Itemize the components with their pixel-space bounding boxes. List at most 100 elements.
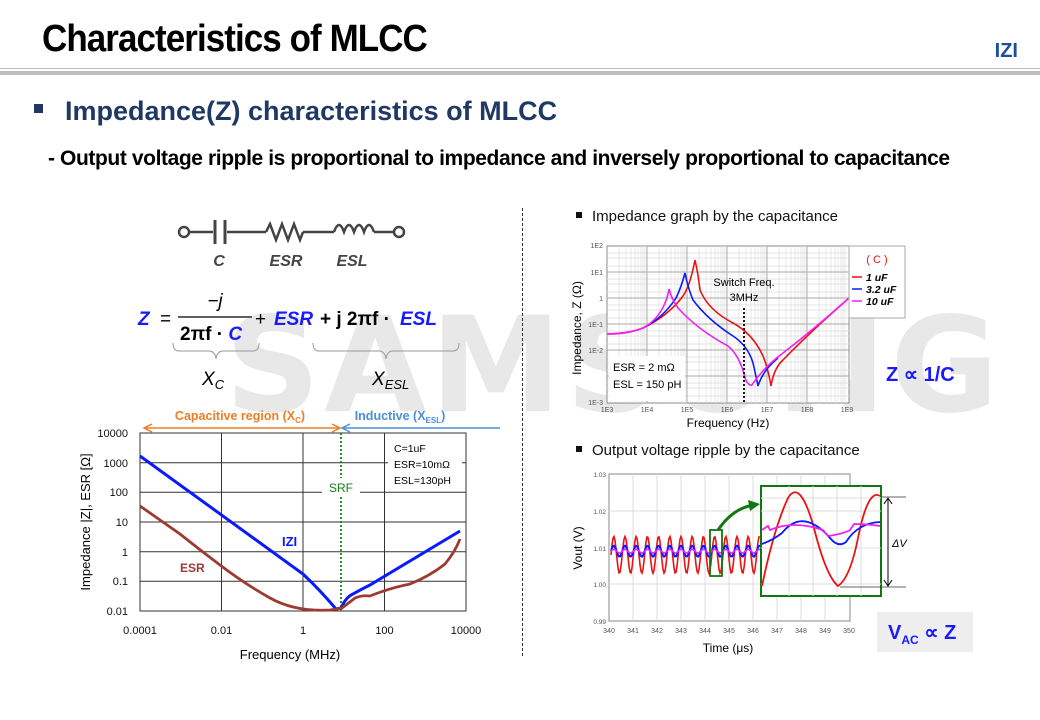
- z-curve: [139, 454, 461, 611]
- ytick: 1E-2: [588, 348, 603, 355]
- legend-title: ( C ): [866, 254, 887, 266]
- esl-note: ESL = 150 pH: [613, 379, 681, 391]
- impedance-graph-heading-text: Impedance graph by the capacitance: [592, 208, 838, 225]
- vertical-divider: [522, 208, 523, 656]
- xtick: 1E5: [681, 407, 694, 414]
- impedance-graph-heading: Impedance graph by the capacitance: [576, 208, 838, 225]
- zoom-source-box: [709, 529, 723, 577]
- bullet-icon: [576, 212, 582, 219]
- z-curve-label: IZI: [282, 534, 297, 549]
- label-xc: XC: [201, 369, 225, 392]
- capacitive-region-label: Capacitive region (XC): [175, 409, 305, 425]
- bullet-icon: [576, 446, 582, 453]
- legend-1uf: 1 uF: [866, 272, 888, 284]
- xtick: 100: [375, 625, 393, 637]
- xtick: 341: [627, 628, 639, 635]
- bullet-icon: [34, 104, 43, 114]
- ytick: 10: [116, 517, 128, 529]
- header-divider: [0, 68, 1040, 69]
- curve-1uf: [606, 259, 850, 387]
- xtick: 1E4: [641, 407, 654, 414]
- ytick: 1: [122, 547, 128, 559]
- ytick: 1000: [104, 458, 128, 470]
- ripple-graph-heading-text: Output voltage ripple by the capacitance: [592, 442, 860, 459]
- ripple-3-2uf: [610, 544, 761, 559]
- y-axis-label: Impedance, Z (Ω): [570, 281, 584, 375]
- esr-curve: [139, 504, 462, 612]
- ytick: 1.03: [593, 472, 606, 479]
- ripple-1uf: [610, 534, 761, 576]
- ytick: 1E-3: [588, 400, 603, 407]
- xtick: 347: [771, 628, 783, 635]
- z-proportional-label: Z ∝ 1/C: [886, 364, 955, 386]
- resistor-symbol: [264, 220, 305, 244]
- ytick: 1.01: [593, 546, 606, 553]
- zoom-inset: [760, 485, 882, 597]
- delta-v-label: ΔV: [891, 538, 908, 550]
- formula-esr: ESR: [274, 309, 313, 330]
- param-esl: ESL=130pH: [394, 475, 451, 487]
- xtick: 1E9: [841, 407, 854, 414]
- xtick: 1E8: [801, 407, 814, 414]
- x-axis-label: Frequency (Hz): [687, 416, 770, 430]
- ytick: 0.01: [107, 606, 128, 618]
- legend-3-2uf: 3.2 uF: [866, 284, 897, 296]
- ytick: 1.02: [593, 509, 606, 516]
- label-esl: ESL: [336, 253, 367, 270]
- switch-freq-label: Switch Freq.: [713, 277, 774, 289]
- xtick: 344: [699, 628, 711, 635]
- formula-inductive-term: + j 2πf ·: [320, 309, 390, 330]
- xtick: 0.01: [211, 625, 232, 637]
- formula-esl: ESL: [400, 309, 437, 330]
- impedance-capacitance-chart: Switch Freq. 3MHz ESR = 2 mΩ ESL = 150 p…: [570, 243, 906, 430]
- xtick: 342: [651, 628, 663, 635]
- xtick: 345: [723, 628, 735, 635]
- section-heading-text: Impedance(Z) characteristics of MLCC: [65, 96, 558, 126]
- ytick: 100: [110, 487, 128, 499]
- xtick: 10000: [451, 625, 482, 637]
- legend-10uf: 10 uF: [866, 296, 894, 308]
- ripple-10uf: [610, 548, 760, 554]
- formula-plus: +: [255, 309, 266, 330]
- formula-equals: =: [160, 309, 171, 330]
- ytick: 1.00: [593, 582, 606, 589]
- xtick: 0.0001: [123, 625, 157, 637]
- ytick: 0.99: [593, 619, 606, 626]
- ytick: 1E2: [591, 243, 604, 250]
- xtick: 340: [603, 628, 615, 635]
- xtick: 350: [843, 628, 855, 635]
- impedance-formula: Z = −j 2πf · C + ESR + j 2πf · ESL XC XE…: [137, 291, 460, 392]
- brace-xesl: [312, 342, 460, 360]
- page-title: Characteristics of MLCC: [42, 18, 428, 60]
- ytick: 1E-1: [588, 322, 603, 329]
- srf-label: SRF: [329, 481, 353, 495]
- voltage-ripple-chart: ΔV 1.03 1.02 1.01 1.00 0.99 340 341 342 …: [571, 472, 908, 655]
- xtick: 1E7: [761, 407, 774, 414]
- section-heading: Impedance(Z) characteristics of MLCC: [34, 96, 557, 127]
- curve-3-2uf: [642, 272, 779, 387]
- xtick: 1E6: [721, 407, 734, 414]
- ripple-graph-heading: Output voltage ripple by the capacitance: [576, 442, 860, 459]
- label-c: C: [213, 253, 225, 270]
- major-grid: [607, 246, 849, 403]
- param-esr: ESR=10mΩ: [394, 459, 450, 471]
- x-axis-label: Frequency (MHz): [240, 647, 340, 662]
- switch-freq-value: 3MHz: [730, 292, 759, 304]
- circuit-diagram: C ESR ESL: [177, 220, 406, 270]
- ytick: 0.1: [113, 576, 128, 588]
- xtick: 343: [675, 628, 687, 635]
- esr-curve-label: ESR: [180, 561, 205, 575]
- param-c: C=1uF: [394, 443, 426, 455]
- xtick: 1E3: [601, 407, 614, 414]
- label-xesl: XESL: [371, 369, 409, 392]
- inset-10uf: [761, 523, 881, 537]
- grid: [139, 432, 467, 612]
- impedance-esr-chart: Capacitive region (XC) Inductive (XESL) …: [78, 409, 500, 662]
- vac-proportional-box: [877, 612, 973, 652]
- curve-10uf: [606, 288, 850, 386]
- xtick: 348: [795, 628, 807, 635]
- inductive-region-label: Inductive (XESL): [355, 409, 446, 425]
- ytick: 1: [599, 296, 603, 303]
- header-divider-thick: [0, 71, 1040, 75]
- y-axis-label: Vout (V): [571, 526, 585, 569]
